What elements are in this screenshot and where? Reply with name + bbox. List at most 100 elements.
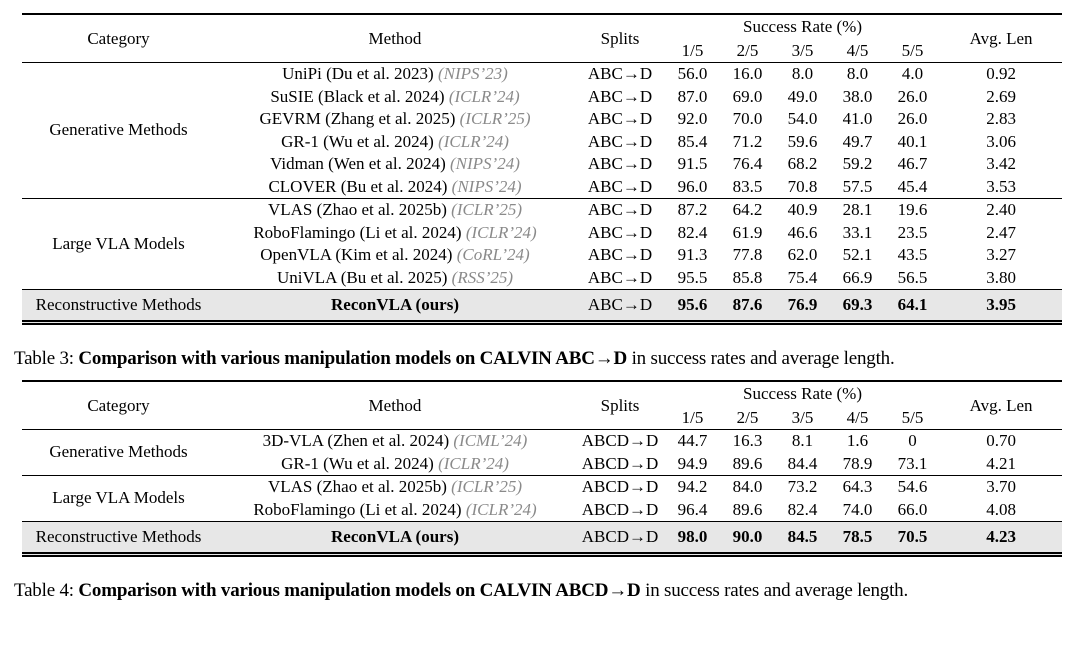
method-name: VLAS (Zhao et al. 2025b) <box>267 200 447 219</box>
rate-cell: 56.5 <box>897 267 928 287</box>
rate-cell: 54.6 <box>897 477 928 496</box>
caption-rest: in success rates and average length. <box>627 348 895 369</box>
method-cell: CLOVER (Bu et al. 2024) (NIPS’24) <box>215 176 575 199</box>
highlight-group: Reconstructive Methods ReconVLA (ours) ABC… <box>22 521 1063 555</box>
rate-cell: 1.6 <box>846 431 869 450</box>
method-name: SuSIE (Black et al. 2024) <box>270 86 445 106</box>
venue-label: (RSS’25) <box>451 267 514 287</box>
splits-cell: ABC→D <box>587 131 653 151</box>
category-cell: Reconstructive Methods <box>35 295 202 314</box>
rate-cell: 62.0 <box>787 245 818 264</box>
avglen-cell: 3.80 <box>986 267 1016 287</box>
rate-cell: 84.0 <box>732 477 763 496</box>
splits-cell: ABC→D <box>587 295 653 314</box>
avglen-cell: 3.27 <box>986 245 1016 264</box>
rate-cell: 91.3 <box>677 245 708 264</box>
category-cell: Large VLA Models <box>52 488 185 508</box>
avglen-cell: 2.83 <box>986 109 1016 128</box>
rate-cell: 8.0 <box>846 64 869 83</box>
method-name: OpenVLA (Kim et al. 2024) <box>260 245 453 264</box>
category-cell: Large VLA Models <box>52 233 185 253</box>
rate-cell: 8.0 <box>791 64 814 83</box>
column-header-splits: Splits <box>600 395 640 415</box>
column-header-splits: Splits <box>600 28 640 48</box>
method-cell: OpenVLA (Kim et al. 2024) (CoRL’24) <box>215 244 575 267</box>
method-name: UniPi (Du et al. 2023) <box>282 64 434 83</box>
column-subheader-1of5: 1/5 <box>681 41 704 60</box>
rate-cell: 61.9 <box>732 222 763 242</box>
rate-cell: 66.0 <box>897 499 928 519</box>
avglen-cell: 4.08 <box>986 499 1016 519</box>
rate-cell: 78.5 <box>842 527 873 546</box>
column-header-success-rate: Success Rate (%) <box>743 17 863 36</box>
table-group: Generative Methods UniPi (Du et al. 2023)… <box>22 63 1063 199</box>
column-subheader-1of5: 1/5 <box>681 408 704 427</box>
method-cell: SuSIE (Black et al. 2024) (ICLR’24) <box>215 86 575 109</box>
method-name: ReconVLA (ours) <box>331 295 459 314</box>
comparison-table-abc-d: Category Method Splits Success Rate (%) … <box>22 13 1063 325</box>
venue-label: (CoRL’24) <box>456 245 530 264</box>
rate-cell: 89.6 <box>732 499 763 519</box>
caption-bold-text: Comparison with various manipulation mod… <box>78 348 628 369</box>
splits-cell: ABC→D <box>587 176 653 196</box>
rate-cell: 94.9 <box>677 453 708 473</box>
splits-cell: ABCD→D <box>581 477 659 496</box>
table-group: Generative Methods 3D-VLA (Zhen et al. 20… <box>22 430 1063 476</box>
rate-cell: 49.7 <box>842 131 873 151</box>
rate-cell: 78.9 <box>842 453 873 473</box>
table-header: Category Method Splits Success Rate (%) … <box>22 381 1063 430</box>
rate-cell: 82.4 <box>677 222 708 242</box>
method-cell: GR-1 (Wu et al. 2024) (ICLR’24) <box>215 453 575 476</box>
method-cell: GR-1 (Wu et al. 2024) (ICLR’24) <box>215 131 575 154</box>
caption-rest: in success rates and average length. <box>640 580 909 601</box>
comparison-table-abcd-d: Category Method Splits Success Rate (%) … <box>22 380 1063 557</box>
table-row: UniVLA (Bu et al. 2025) (RSS’25) ABC→D 95.… <box>22 267 1062 290</box>
table-row: Reconstructive Methods ReconVLA (ours) ABC… <box>22 522 1062 555</box>
table-row: Generative Methods UniPi (Du et al. 2023)… <box>22 63 1062 139</box>
column-subheader-4of5: 4/5 <box>846 408 869 427</box>
rate-cell: 84.5 <box>787 527 818 546</box>
splits-cell: ABC→D <box>587 267 653 287</box>
avglen-cell: 4.21 <box>986 453 1016 473</box>
rate-cell: 73.1 <box>897 453 928 473</box>
table-row: OpenVLA (Kim et al. 2024) (CoRL’24) ABC→D… <box>22 244 1062 267</box>
table4-caption: Table 4: Comparison with various manipul… <box>14 578 1067 603</box>
venue-label: (ICLR’24) <box>465 499 537 519</box>
column-subheader-4of5: 4/5 <box>846 41 869 60</box>
rate-cell: 0 <box>908 431 917 450</box>
table-row: Large VLA Models VLAS (Zhao et al. 2025b)… <box>22 476 1062 507</box>
caption-label: Table 3: <box>14 348 79 369</box>
method-name: GR-1 (Wu et al. 2024) <box>281 131 434 151</box>
rate-cell: 4.0 <box>901 64 924 83</box>
rate-cell: 43.5 <box>897 245 928 264</box>
rate-cell: 57.5 <box>842 176 873 196</box>
splits-cell: ABC→D <box>587 109 653 128</box>
column-header-avg-len: Avg. Len <box>969 28 1033 48</box>
rate-cell: 52.1 <box>842 245 873 264</box>
category-cell: Generative Methods <box>49 442 188 462</box>
avglen-cell: 2.69 <box>986 86 1016 106</box>
rate-cell: 96.0 <box>677 176 708 196</box>
avglen-cell: 3.95 <box>986 295 1016 314</box>
method-cell: UniVLA (Bu et al. 2025) (RSS’25) <box>215 267 575 290</box>
rate-cell: 77.8 <box>732 245 763 264</box>
column-subheader-2of5: 2/5 <box>736 408 759 427</box>
avglen-cell: 0.70 <box>986 431 1016 450</box>
venue-label: (NIPS’24) <box>451 176 522 196</box>
avglen-cell: 4.23 <box>986 527 1016 546</box>
table-header: Category Method Splits Success Rate (%) … <box>22 14 1063 63</box>
venue-label: (NIPS’24) <box>449 154 520 173</box>
rate-cell: 28.1 <box>842 200 873 219</box>
category-cell: Generative Methods <box>49 120 188 140</box>
table-row: GEVRM (Zhang et al. 2025) (ICLR’25) ABC→D… <box>22 108 1062 131</box>
splits-cell: ABCD→D <box>581 527 659 546</box>
table-row: SuSIE (Black et al. 2024) (ICLR’24) ABC→D… <box>22 86 1062 109</box>
method-cell: ReconVLA (ours) <box>215 522 575 555</box>
rate-cell: 26.0 <box>897 109 928 128</box>
column-subheader-5of5: 5/5 <box>901 408 924 427</box>
method-name: CLOVER (Bu et al. 2024) <box>268 176 448 196</box>
table-row: GR-1 (Wu et al. 2024) (ICLR’24) ABCD→D 94.… <box>22 453 1062 476</box>
avglen-cell: 2.40 <box>986 200 1016 219</box>
splits-cell: ABC→D <box>587 64 653 83</box>
rate-cell: 49.0 <box>787 86 818 106</box>
